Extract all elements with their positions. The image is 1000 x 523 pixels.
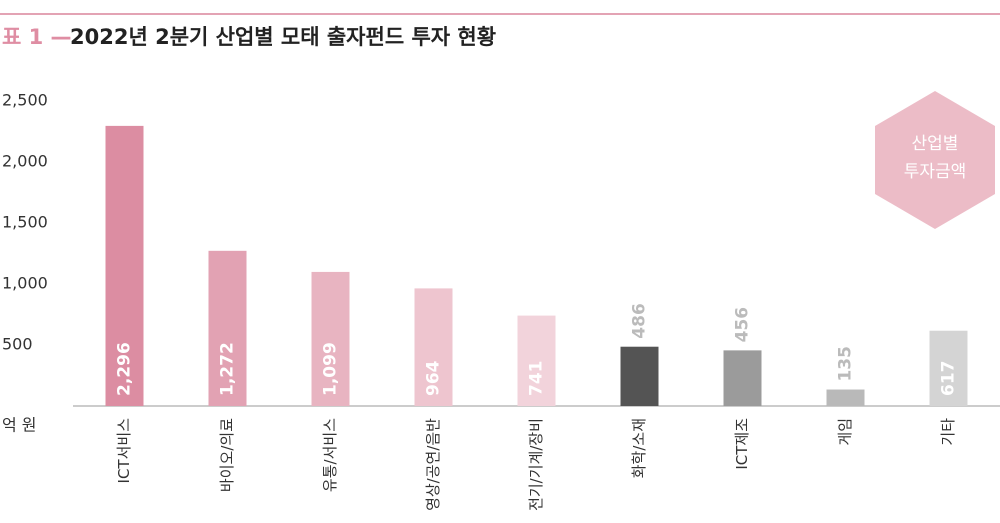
x-tick-label: 유통/서비스 <box>321 418 339 492</box>
x-tick-label: 영상/공연/음반 <box>424 418 442 511</box>
badge-text: 산업별 <box>912 134 959 154</box>
bar <box>414 288 453 406</box>
y-tick-label: 2,000 <box>2 152 48 171</box>
unit-label: 억 원 <box>2 416 37 435</box>
y-tick-label: 500 <box>2 335 33 354</box>
bar <box>208 250 247 406</box>
x-tick-label: ICT서비스 <box>115 418 133 484</box>
value-label: 456 <box>733 307 753 343</box>
y-tick-label: 2,500 <box>2 91 48 110</box>
badge <box>875 91 995 229</box>
value-label: 135 <box>836 346 856 382</box>
x-tick-label: 기타 <box>939 418 957 446</box>
value-label: 486 <box>630 303 650 339</box>
value-label: 617 <box>939 361 959 397</box>
x-tick-label: 전기/기계/장비 <box>527 418 545 511</box>
bar <box>311 271 350 406</box>
y-tick-label: 1,000 <box>2 274 48 293</box>
y-tick-label: 1,500 <box>2 213 48 232</box>
value-label: 1,099 <box>321 342 341 396</box>
bar <box>826 389 865 406</box>
bar <box>517 315 556 406</box>
chart-title: 2022년 2분기 산업별 모태 출자펀드 투자 현황 <box>70 25 496 49</box>
value-label: 2,296 <box>115 342 135 396</box>
value-label: 1,272 <box>218 342 238 396</box>
bar <box>723 350 762 406</box>
table-label: 표 1 — <box>2 25 72 49</box>
bar <box>929 330 968 406</box>
bar <box>105 125 144 406</box>
x-tick-label: 화학/소재 <box>630 418 648 478</box>
badge-text: 투자금액 <box>904 162 967 182</box>
x-tick-label: 게임 <box>836 418 854 446</box>
value-label: 964 <box>424 360 444 396</box>
bar <box>620 346 659 406</box>
x-tick-label: ICT제조 <box>733 418 751 470</box>
x-tick-label: 바이오/의료 <box>218 418 236 492</box>
value-label: 741 <box>527 361 547 397</box>
